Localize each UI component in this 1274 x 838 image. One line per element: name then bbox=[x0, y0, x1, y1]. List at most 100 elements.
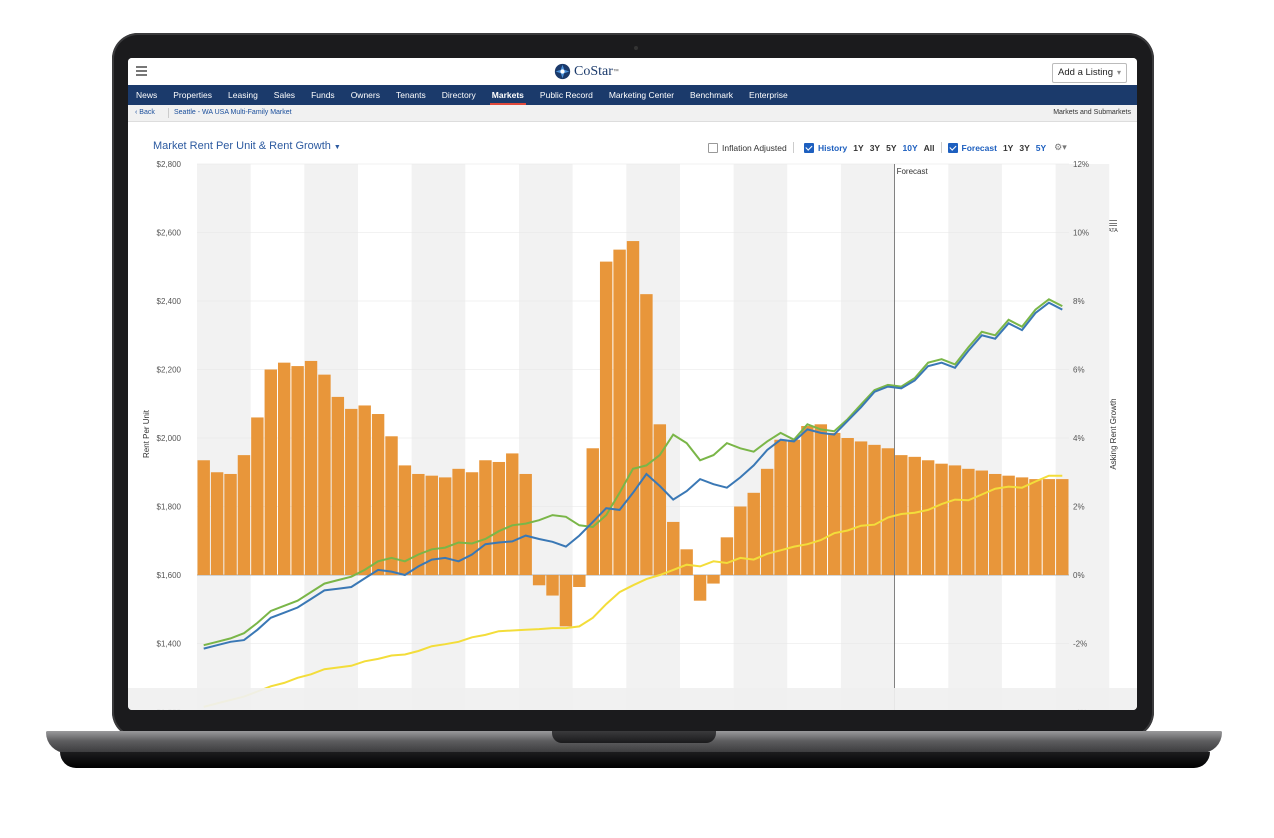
growth-bar bbox=[492, 461, 506, 575]
nav-item-sales[interactable]: Sales bbox=[273, 90, 296, 100]
brand-trademark: ™ bbox=[612, 68, 619, 75]
growth-bar bbox=[237, 455, 251, 575]
history-5y[interactable]: 5Y bbox=[886, 142, 897, 153]
growth-bar bbox=[291, 366, 304, 575]
growth-bar bbox=[385, 436, 398, 575]
year-band bbox=[1055, 164, 1110, 710]
growth-bar bbox=[559, 575, 573, 627]
forecast-checkbox[interactable] bbox=[947, 142, 958, 153]
growth-bar bbox=[787, 439, 801, 575]
app-screen: CoStar ™ Add a Listing ▾ News Properties L… bbox=[128, 58, 1137, 710]
growth-bar bbox=[801, 426, 814, 575]
divider bbox=[940, 142, 942, 153]
nav-item-owners[interactable]: Owners bbox=[350, 90, 380, 100]
main-nav: News Properties Leasing Sales Funds Owne… bbox=[128, 85, 1137, 105]
breadcrumb-path[interactable]: Seattle - WA USA Multi-Family Market bbox=[174, 109, 292, 116]
growth-bar bbox=[277, 362, 291, 575]
forecast-1y[interactable]: 1Y bbox=[1002, 142, 1014, 153]
forecast-3y[interactable]: 3Y bbox=[1019, 142, 1030, 153]
growth-bar bbox=[1029, 479, 1042, 575]
growth-bar bbox=[345, 408, 358, 575]
hamburger-menu-icon[interactable] bbox=[136, 66, 147, 76]
y-tick-label: $1,800 bbox=[157, 503, 182, 512]
add-listing-button[interactable]: Add a Listing ▾ bbox=[1052, 63, 1127, 83]
nav-item-public-record[interactable]: Public Record bbox=[539, 90, 593, 100]
growth-bar bbox=[1015, 477, 1029, 575]
growth-bar bbox=[506, 453, 519, 575]
growth-bar bbox=[774, 439, 787, 575]
growth-bar bbox=[935, 463, 948, 575]
costar-logo[interactable]: CoStar ™ bbox=[554, 63, 619, 80]
nav-item-markets[interactable]: Markets bbox=[484, 85, 532, 105]
y-tick-label: $2,200 bbox=[157, 366, 182, 375]
growth-bar bbox=[264, 369, 277, 575]
chart-header: Market Rent Per Unit & Rent Growth ▼ Infl… bbox=[128, 140, 1137, 235]
growth-bar bbox=[1056, 479, 1069, 575]
growth-bar bbox=[1042, 479, 1056, 575]
nav-item-tenants[interactable]: Tenants bbox=[395, 90, 426, 100]
growth-bar bbox=[895, 455, 908, 575]
growth-bar bbox=[371, 414, 385, 575]
markets-submarkets-link[interactable]: Markets and Submarkets bbox=[1053, 109, 1131, 116]
growth-bar bbox=[586, 448, 599, 575]
growth-bar bbox=[532, 575, 546, 586]
growth-bar bbox=[251, 417, 264, 575]
growth-bar bbox=[653, 424, 667, 575]
chevron-left-icon: ‹ bbox=[135, 109, 140, 116]
growth-bar bbox=[398, 465, 412, 575]
y2-tick-label: 0% bbox=[1073, 571, 1085, 580]
history-label[interactable]: History bbox=[818, 142, 848, 153]
nav-item-news[interactable]: News bbox=[136, 90, 158, 100]
y-tick-label: $2,000 bbox=[157, 434, 182, 443]
history-3y[interactable]: 3Y bbox=[869, 142, 881, 153]
growth-bar bbox=[573, 575, 586, 587]
growth-bar bbox=[854, 441, 868, 575]
growth-bar bbox=[908, 456, 921, 575]
growth-bar bbox=[881, 448, 895, 575]
y-tick-label: $1,600 bbox=[157, 571, 182, 580]
growth-bar bbox=[720, 537, 734, 575]
breadcrumb-divider bbox=[168, 108, 169, 118]
growth-bar bbox=[224, 473, 237, 575]
nav-item-leasing[interactable]: Leasing bbox=[228, 90, 258, 100]
back-link[interactable]: ‹ Back bbox=[135, 105, 155, 121]
gear-icon[interactable]: ⚙▾ bbox=[1054, 142, 1067, 152]
forecast-5y[interactable]: 5Y bbox=[1035, 142, 1047, 153]
y2-tick-label: 10% bbox=[1073, 229, 1089, 238]
nav-item-directory[interactable]: Directory bbox=[441, 90, 476, 100]
y-tick-label: $2,800 bbox=[157, 160, 182, 169]
inflation-adjusted-toggle[interactable]: Inflation Adjusted bbox=[708, 142, 800, 153]
costar-logo-icon bbox=[554, 63, 571, 80]
growth-bar bbox=[760, 468, 774, 575]
top-bar: CoStar ™ Add a Listing ▾ bbox=[128, 58, 1137, 86]
growth-bar bbox=[1002, 475, 1015, 575]
y2-axis-title: Asking Rent Growth bbox=[1109, 398, 1118, 469]
growth-bar bbox=[331, 396, 345, 575]
nav-item-enterprise[interactable]: Enterprise bbox=[749, 90, 788, 100]
nav-item-marketing-center[interactable]: Marketing Center bbox=[608, 90, 675, 100]
growth-bar bbox=[599, 261, 613, 575]
nav-item-properties[interactable]: Properties bbox=[173, 90, 213, 100]
camera-icon bbox=[634, 46, 638, 50]
growth-bar bbox=[868, 444, 881, 575]
year-band bbox=[948, 164, 1002, 710]
history-checkbox[interactable] bbox=[804, 142, 814, 153]
growth-bar bbox=[626, 241, 640, 575]
history-10y[interactable]: 10Y bbox=[902, 142, 918, 153]
history-1y[interactable]: 1Y bbox=[853, 142, 864, 153]
rent-line bbox=[203, 301, 1063, 650]
chart-title: Market Rent Per Unit & Rent Growth bbox=[153, 140, 331, 152]
nav-item-benchmark[interactable]: Benchmark bbox=[690, 90, 734, 100]
growth-bar bbox=[479, 460, 492, 575]
year-band bbox=[411, 164, 466, 710]
data-table-icon[interactable]: DATA bbox=[1104, 220, 1118, 234]
growth-bar bbox=[841, 438, 854, 575]
forecast-label[interactable]: Forecast bbox=[961, 142, 997, 153]
growth-bar bbox=[921, 460, 935, 575]
inflation-checkbox[interactable] bbox=[708, 142, 718, 153]
growth-bar bbox=[412, 473, 425, 575]
history-all[interactable]: All bbox=[923, 142, 935, 153]
nav-item-funds[interactable]: Funds bbox=[311, 90, 335, 100]
chart-title-dropdown[interactable]: Market Rent Per Unit & Rent Growth ▼ bbox=[153, 140, 341, 152]
y-axis-title: Rent Per Unit bbox=[142, 409, 151, 458]
